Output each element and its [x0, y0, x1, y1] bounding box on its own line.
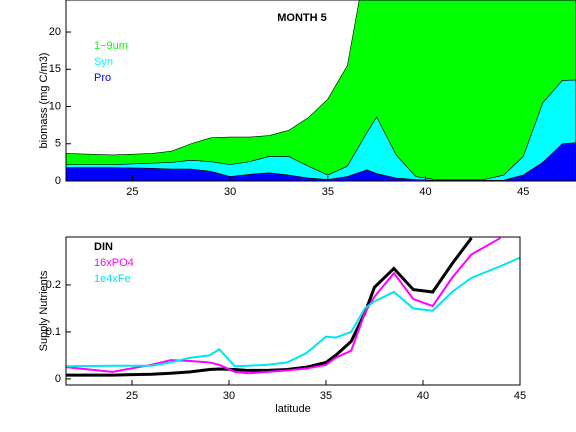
x-axis-label: latitude [275, 403, 310, 415]
y-tick-label: 15 [49, 63, 61, 75]
x-tick-label: 30 [223, 390, 235, 402]
y-tick-label: 10 [49, 100, 61, 112]
legend-entry: DIN [94, 241, 113, 253]
x-tick-label: 30 [224, 186, 236, 198]
axes-box [65, 0, 576, 182]
x-tick-label: 35 [322, 186, 334, 198]
axes-box [65, 236, 521, 386]
x-tick-label: 25 [126, 186, 138, 198]
y-axis-label: Supply Nutrients [38, 270, 50, 351]
y-tick-label: 0 [55, 175, 61, 187]
y-tick-label: 0 [55, 373, 61, 385]
x-tick-label: 35 [320, 390, 332, 402]
x-tick-label: 45 [514, 390, 526, 402]
line [66, 237, 473, 377]
y-tick-label: 20 [49, 26, 61, 38]
y-axis-label: biomass (mg C/m3) [38, 53, 50, 149]
y-tick-label: 0.1 [46, 326, 61, 338]
area [66, 0, 576, 180]
plot-area [66, 0, 576, 181]
line [66, 256, 520, 368]
plot-area [66, 237, 520, 377]
legend-entry: 1e4xFe [94, 273, 131, 285]
y-tick-label: 0.2 [46, 279, 61, 291]
legend-entry: Syn [94, 56, 113, 68]
x-tick-label: 40 [419, 186, 431, 198]
legend-entry: Pro [94, 72, 111, 84]
x-tick-label: 25 [126, 390, 138, 402]
y-tick-label: 5 [55, 138, 61, 150]
chart-title: MONTH 5 [277, 12, 327, 24]
x-tick-label: 45 [517, 186, 529, 198]
legend-entry: 16xPO4 [94, 257, 134, 269]
legend-entry: 1−9um [94, 40, 128, 52]
x-tick-label: 40 [417, 390, 429, 402]
line [66, 237, 502, 375]
